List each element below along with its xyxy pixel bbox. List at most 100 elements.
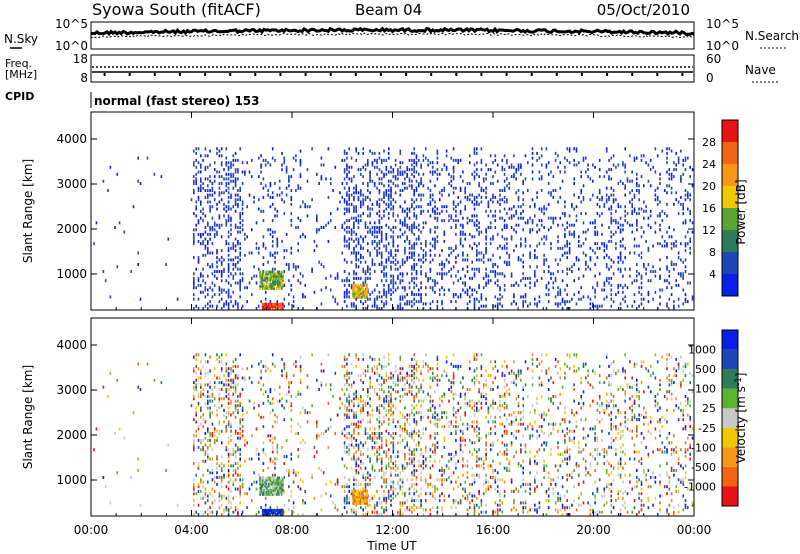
- velocity-cell: [385, 371, 388, 375]
- power-cell: [427, 186, 429, 190]
- velocity-cell: [204, 432, 207, 435]
- power-cell: [640, 281, 643, 285]
- power-cell: [515, 191, 517, 195]
- power-cell: [264, 302, 267, 306]
- velocity-cell: [443, 471, 446, 475]
- velocity-cell: [350, 362, 353, 366]
- velocity-cell: [401, 415, 404, 419]
- velocity-cell: [390, 503, 392, 507]
- power-cell: [485, 272, 487, 276]
- power-cell: [422, 209, 425, 213]
- velocity-cell: [292, 480, 295, 484]
- power-cell: [211, 193, 214, 197]
- power-cell: [216, 223, 218, 227]
- power-cell: [227, 265, 230, 269]
- power-cell: [225, 147, 228, 151]
- power-cell: [357, 293, 360, 297]
- power-cell: [357, 214, 360, 218]
- velocity-cell: [418, 459, 420, 463]
- velocity-cell: [360, 397, 362, 401]
- velocity-cell: [464, 438, 466, 442]
- colorbar-segment: [722, 120, 738, 142]
- velocity-cell: [373, 441, 376, 445]
- velocity-cell: [406, 371, 408, 375]
- power-cell: [538, 177, 541, 181]
- power-cell: [399, 297, 402, 301]
- power-cell: [220, 307, 223, 310]
- velocity-cell: [455, 506, 457, 510]
- power-cell: [482, 177, 485, 181]
- power-cell: [487, 279, 490, 283]
- velocity-cell: [360, 420, 362, 424]
- power-cell: [380, 232, 383, 236]
- power-cell: [624, 186, 626, 190]
- power-cell: [373, 165, 376, 169]
- power-cell: [369, 251, 371, 255]
- power-cell: [429, 267, 432, 271]
- power-cell: [673, 244, 675, 248]
- velocity-cell: [380, 506, 383, 510]
- velocity-cell: [425, 450, 427, 454]
- power-cell: [394, 249, 397, 253]
- power-cell: [434, 184, 436, 188]
- power-cell: [598, 214, 601, 218]
- velocity-cell: [420, 506, 422, 510]
- power-cell: [429, 286, 432, 290]
- power-cell: [568, 246, 571, 250]
- power-cell: [557, 239, 559, 243]
- power-cell: [279, 276, 282, 280]
- velocity-cell: [350, 399, 353, 403]
- power-cell: [638, 272, 640, 276]
- freq-dip-mark: [681, 73, 684, 76]
- velocity-cell: [457, 367, 459, 371]
- velocity-cell: [251, 364, 253, 368]
- velocity-cell: [309, 411, 311, 415]
- power-cell: [397, 286, 399, 290]
- velocity-cell: [209, 492, 211, 496]
- power-cell: [594, 242, 596, 246]
- power-cell: [269, 163, 272, 167]
- power-cell: [385, 295, 388, 299]
- power-cell: [371, 179, 374, 183]
- power-cell: [278, 284, 280, 288]
- power-cell: [376, 200, 378, 204]
- power-cell: [227, 186, 230, 190]
- power-cell: [290, 223, 293, 227]
- power-cell: [675, 151, 677, 155]
- velocity-cell: [420, 471, 422, 475]
- power-cell: [554, 189, 557, 192]
- power-cell: [271, 244, 274, 248]
- power-cell: [213, 228, 216, 232]
- velocity-cell: [227, 422, 230, 426]
- power-cell: [353, 230, 355, 234]
- power-cell: [455, 223, 457, 227]
- power-cell: [413, 281, 415, 285]
- power-cell: [364, 281, 367, 285]
- velocity-cell: [401, 438, 404, 442]
- velocity-cell: [399, 425, 402, 429]
- noise-sky-label: N.Sky: [4, 32, 38, 46]
- velocity-cell: [230, 501, 232, 505]
- velocity-cell: [234, 432, 237, 435]
- power-cell: [362, 165, 364, 169]
- power-cell: [496, 307, 499, 310]
- velocity-cell: [443, 425, 446, 429]
- power-cell: [478, 232, 480, 236]
- power-cell: [629, 191, 631, 195]
- velocity-cell: [360, 406, 362, 410]
- power-cell: [663, 244, 666, 248]
- power-cell: [220, 297, 223, 301]
- velocity-cell: [380, 501, 383, 505]
- power-cell: [360, 235, 362, 239]
- power-cell: [578, 235, 580, 239]
- velocity-cell: [369, 427, 371, 431]
- power-cell: [341, 195, 344, 199]
- power-cell: [578, 239, 580, 243]
- velocity-cell: [415, 469, 418, 472]
- velocity-cell: [360, 399, 362, 403]
- velocity-cell: [420, 415, 422, 419]
- velocity-cell: [452, 376, 455, 380]
- power-cell: [220, 161, 223, 165]
- velocity-cell: [239, 501, 241, 505]
- velocity-cell: [292, 510, 295, 514]
